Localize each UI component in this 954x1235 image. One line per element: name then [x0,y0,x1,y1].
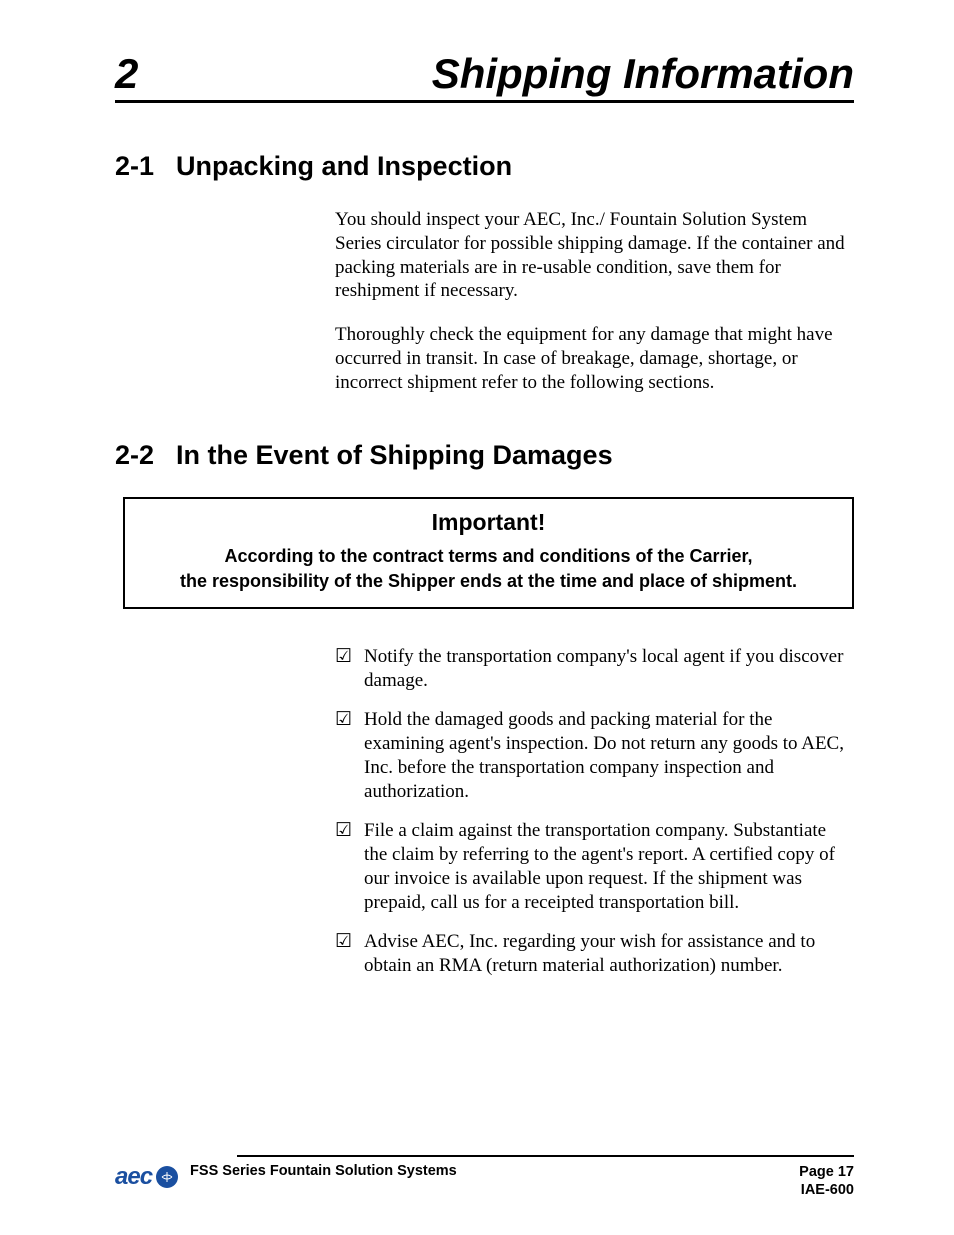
checkbox-icon: ☑ [335,645,352,669]
body-paragraph: You should inspect your AEC, Inc./ Fount… [335,208,854,303]
list-item-text: Notify the transportation company's loca… [364,645,854,693]
section-title: In the Event of Shipping Damages [176,440,613,471]
list-item-text: Hold the damaged goods and packing mater… [364,708,854,803]
page-number: Page 17 [799,1163,854,1181]
section-number: 2-2 [115,440,154,471]
important-body: According to the contract terms and cond… [147,544,830,593]
section-heading-2-2: 2-2 In the Event of Shipping Damages [115,440,854,471]
list-item-text: File a claim against the transportation … [364,819,854,914]
important-notice-box: Important! According to the contract ter… [123,497,854,609]
footer-doc-title: FSS Series Fountain Solution Systems [190,1163,457,1179]
checklist: ☑ Notify the transportation company's lo… [335,645,854,978]
logo-text: aec [115,1163,152,1191]
brand-logo: aec [115,1163,178,1191]
checkbox-icon: ☑ [335,930,352,954]
body-paragraph: Thoroughly check the equipment for any d… [335,323,854,394]
list-item-text: Advise AEC, Inc. regarding your wish for… [364,930,854,978]
doc-code: IAE-600 [799,1181,854,1199]
chapter-number: 2 [115,50,138,98]
important-title: Important! [147,509,830,536]
section-number: 2-1 [115,151,154,182]
checkbox-icon: ☑ [335,708,352,732]
list-item: ☑ File a claim against the transportatio… [335,819,854,914]
list-item: ☑ Advise AEC, Inc. regarding your wish f… [335,930,854,978]
page-footer: aec FSS Series Fountain Solution Systems… [115,1155,854,1199]
logo-globe-icon [156,1166,178,1188]
section-title: Unpacking and Inspection [176,151,512,182]
list-item: ☑ Notify the transportation company's lo… [335,645,854,693]
footer-rule [237,1155,854,1157]
checkbox-icon: ☑ [335,819,352,843]
chapter-header: 2 Shipping Information [115,50,854,103]
footer-row: aec FSS Series Fountain Solution Systems… [115,1163,854,1199]
footer-right: Page 17 IAE-600 [799,1163,854,1199]
list-item: ☑ Hold the damaged goods and packing mat… [335,708,854,803]
chapter-title: Shipping Information [432,50,854,98]
section-heading-2-1: 2-1 Unpacking and Inspection [115,151,854,182]
